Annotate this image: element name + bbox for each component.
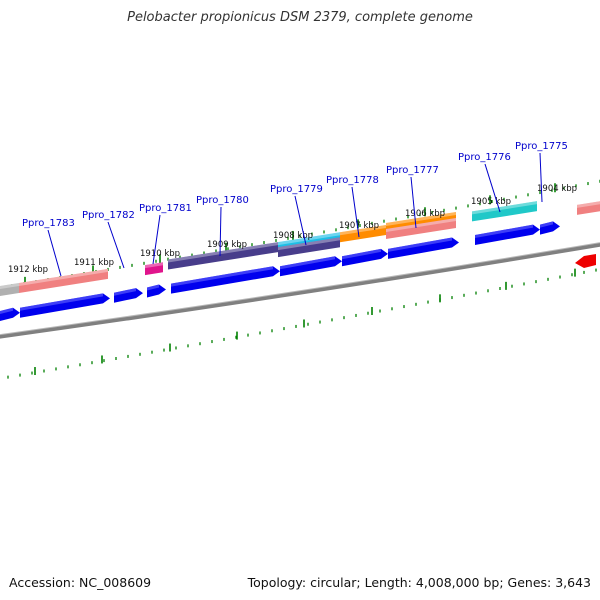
cds-arrow [171,266,280,294]
cds-arrow-shine [475,224,533,238]
feature-track [0,201,600,296]
feature-band-orange-shine [340,225,386,236]
gene-label-leader [152,214,161,265]
feature-band-salmon-right-shine [386,217,456,233]
cds-arrow-shine [114,288,136,296]
gene-label: Ppro_1782 [82,210,135,221]
feature-band-orange-right-shine [386,211,456,227]
feature-band-salmon [19,268,108,293]
cds-arrow-shine [0,307,13,314]
cds-arrow-shine [171,266,273,287]
gene-label-leader [539,152,543,203]
feature-band-salmon-shine [19,268,108,286]
tick-label: 1908 kbp [273,231,313,241]
genome-backbone [0,242,600,339]
cds-arrow [20,293,110,318]
gene-label: Ppro_1775 [515,141,568,152]
feature-band-orange [340,225,386,243]
backbone-highlight [0,242,600,336]
cds-arrow-shine [280,256,335,270]
cds-track [0,221,560,321]
feature-band-salmon-edge [577,201,600,215]
cds-arrow-shine [540,221,553,228]
feature-band-teal-shine [472,201,537,215]
gene-label-leader [219,206,222,257]
accession-text: Accession: NC_008609 [9,575,152,590]
gene-label: Ppro_1779 [270,184,323,195]
gene-label: Ppro_1778 [326,175,379,186]
feature-band-indigo-lower [278,237,340,258]
tick-label: 1909 kbp [207,240,247,250]
tick-label: 1904 kbp [537,184,577,194]
tick-label: 1907 kbp [339,221,379,231]
feature-band-teal [472,201,537,222]
gene-label-leader [410,176,417,229]
cds-arrow-shine [20,293,103,311]
feature-band-indigo-lower-shine [278,237,340,251]
feature-band-indigo-shine [168,242,278,263]
cds-arrow [475,224,540,245]
cds-arrow-shine [342,248,381,260]
tick-labels: 1912 kbp 1911 kbp 1910 kbp 1909 kbp 1908 kbp… [8,184,577,275]
gene-label-leader [351,186,360,238]
feature-band-salmon-right [386,217,456,240]
gene-label: Ppro_1780 [196,195,249,206]
feature-band-salmon-edge-shine [577,201,600,208]
gene-label-leader [294,195,307,246]
gene-label-leader [47,229,62,277]
cds-arrow-shine [388,237,452,252]
feature-marker-red [575,254,596,268]
gene-label: Ppro_1783 [22,218,75,229]
map-title: Pelobacter propionicus DSM 2379, complet… [127,10,473,25]
gene-label-leader [107,221,125,269]
feature-band-indigo [168,242,278,270]
inner-tick-track [7,268,597,379]
cds-arrow [280,256,342,277]
feature-band-magenta [145,262,163,276]
tick-label: 1912 kbp [8,265,48,275]
gene-label-leader [484,163,501,213]
cds-arrow-shine [147,284,159,291]
tick-label: 1906 kbp [405,209,445,219]
gene-label: Ppro_1776 [458,152,511,163]
cds-arrow [388,237,459,259]
tick-label: 1911 kbp [74,258,114,268]
tick-label: 1910 kbp [140,249,180,259]
feature-band-gray-shine [0,282,19,289]
cds-arrow [342,248,388,267]
gene-labels: Ppro_1783 Ppro_1782 Ppro_1781 Ppro_1780 Ppro… [22,141,568,277]
tick-label: 1905 kbp [471,197,511,207]
feature-band-magenta-shine [145,262,163,269]
gene-label: Ppro_1781 [139,203,192,214]
gene-label: Ppro_1777 [386,165,439,176]
feature-band-cyan-shine [278,232,340,246]
genome-summary-text: Topology: circular; Length: 4,008,000 bp… [247,575,591,590]
feature-band-gray [0,282,19,296]
